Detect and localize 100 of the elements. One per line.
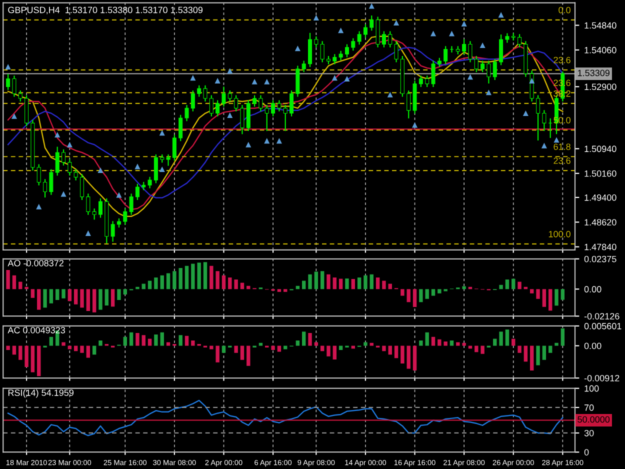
bar xyxy=(425,332,429,346)
bar xyxy=(136,333,140,346)
candlestick xyxy=(338,50,343,61)
bar xyxy=(382,280,386,290)
bar xyxy=(364,342,368,346)
point xyxy=(264,138,270,144)
annotation: 0.0 xyxy=(558,6,570,14)
point xyxy=(368,3,374,9)
chart-title: GBPUSD,H4 1.53170 1.53380 1.53170 1.53309 xyxy=(8,6,203,14)
candlestick xyxy=(264,104,269,132)
candlestick xyxy=(184,104,189,122)
bar xyxy=(12,346,16,355)
point xyxy=(116,192,122,198)
bar xyxy=(388,284,392,290)
bar xyxy=(438,339,442,346)
candlestick xyxy=(492,58,497,81)
candlestick xyxy=(406,90,411,119)
bar xyxy=(178,268,182,290)
bar xyxy=(370,274,374,290)
bar xyxy=(314,272,318,290)
bar xyxy=(400,346,404,364)
candlestick xyxy=(55,146,60,176)
bar xyxy=(456,342,460,346)
candlestick xyxy=(332,54,337,65)
bar xyxy=(419,340,423,346)
point xyxy=(448,30,455,36)
bar xyxy=(406,346,410,369)
bar xyxy=(37,346,41,376)
bar xyxy=(284,289,288,292)
bar xyxy=(62,289,66,298)
y-tick-label: 1.54060 xyxy=(584,46,616,54)
bar xyxy=(431,289,436,296)
annotation: 61.8 xyxy=(554,144,570,150)
bar xyxy=(412,346,417,371)
bar xyxy=(197,262,201,290)
bar xyxy=(136,286,140,290)
candlestick xyxy=(431,60,436,88)
candlestick xyxy=(129,193,134,216)
annotation: 23.6 xyxy=(554,158,570,164)
candlestick xyxy=(418,75,423,88)
y-tick-label: 0.00 xyxy=(584,342,602,350)
bar xyxy=(376,278,380,290)
bar xyxy=(148,280,152,290)
candlestick xyxy=(74,168,78,181)
candlestick xyxy=(468,40,472,63)
candlestick xyxy=(92,208,96,220)
bar xyxy=(184,336,189,346)
candlestick xyxy=(363,24,368,38)
line-series xyxy=(7,400,564,436)
candlestick xyxy=(209,94,214,117)
candlestick xyxy=(197,84,202,98)
bar xyxy=(6,346,10,350)
bar xyxy=(345,278,349,290)
y-tick-label: 1.54840 xyxy=(584,22,616,29)
bar xyxy=(388,346,392,355)
candlestick xyxy=(271,100,276,117)
candlestick xyxy=(166,154,170,166)
candlestick xyxy=(234,94,238,112)
candlestick xyxy=(203,84,208,102)
candlestick xyxy=(148,176,152,189)
point xyxy=(554,137,560,143)
bar xyxy=(6,270,10,290)
bar xyxy=(326,346,330,356)
bar xyxy=(394,346,398,358)
bar xyxy=(222,346,226,353)
candlestick xyxy=(80,173,84,201)
candlestick xyxy=(258,94,263,112)
bar xyxy=(191,340,195,346)
bar xyxy=(444,342,448,346)
bar xyxy=(338,278,343,290)
bar xyxy=(80,346,84,353)
bar xyxy=(308,333,312,346)
bar xyxy=(49,336,54,346)
bar xyxy=(462,342,466,346)
bar xyxy=(258,342,263,346)
bar xyxy=(166,342,170,346)
bar xyxy=(178,335,182,346)
candlestick xyxy=(110,220,115,242)
bar xyxy=(505,329,510,346)
bar xyxy=(536,289,540,299)
bar xyxy=(560,289,565,300)
bar xyxy=(518,282,522,290)
point xyxy=(522,110,528,116)
candlestick xyxy=(290,90,294,117)
y-tick-label: 1.50940 xyxy=(584,146,616,152)
y-tick-label: 1.49400 xyxy=(584,194,616,201)
bar xyxy=(548,346,552,353)
candlestick xyxy=(62,148,66,166)
candlestick xyxy=(351,38,356,52)
bar xyxy=(530,346,534,371)
bar xyxy=(160,332,164,346)
bar xyxy=(271,346,275,350)
bar xyxy=(512,338,516,346)
candlestick xyxy=(314,36,318,48)
bar xyxy=(505,280,510,290)
bar xyxy=(148,338,152,346)
point xyxy=(246,142,252,148)
ref-line-label: 50.0000 xyxy=(578,416,610,423)
bar xyxy=(450,340,454,346)
candlestick xyxy=(86,193,90,216)
